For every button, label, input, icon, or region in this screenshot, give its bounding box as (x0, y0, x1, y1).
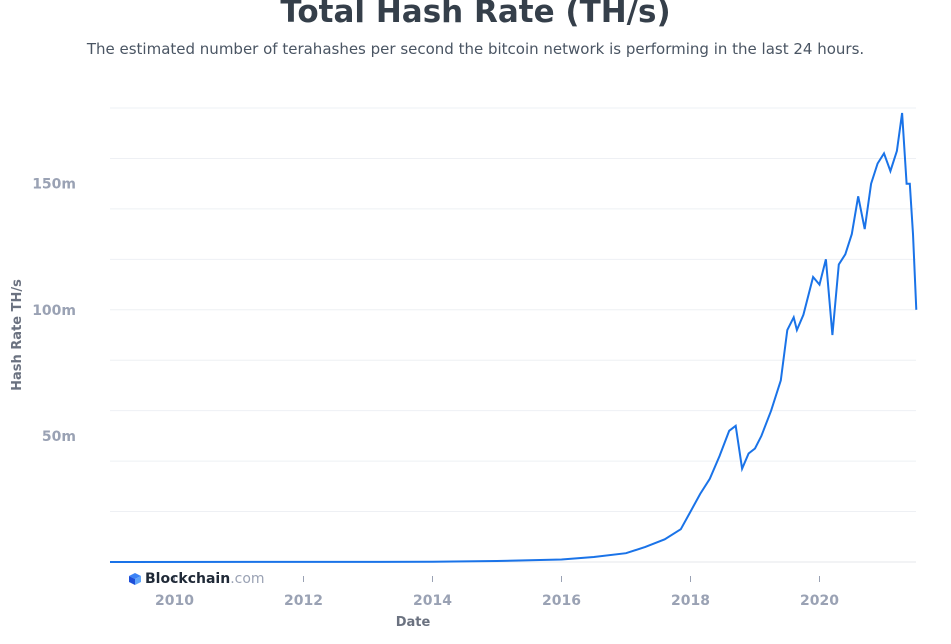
x-axis-label: Date (396, 615, 431, 630)
blockchain-logo: Blockchain .com (128, 571, 265, 587)
brand-tld: .com (230, 571, 265, 587)
x-tick-label: 2020 (800, 593, 839, 609)
chart-title: Total Hash Rate (TH/s) (280, 0, 671, 30)
x-tick-label: 2012 (284, 593, 323, 609)
x-tick-label: 2010 (155, 593, 194, 609)
x-tick-label: 2018 (671, 593, 710, 609)
x-tick-label: 2016 (542, 593, 581, 609)
chart-subtitle: The estimated number of terahashes per s… (86, 40, 865, 58)
x-tick-label: 2014 (413, 593, 452, 609)
y-tick-label: 150m (32, 177, 76, 193)
y-tick-label: 100m (32, 303, 76, 319)
y-axis-ticks: 50m 100m 150m (32, 177, 76, 445)
blockchain-cube-icon (129, 573, 141, 585)
x-axis-ticks: 2010 2012 2014 2016 2018 2020 (155, 576, 839, 609)
y-axis-label: Hash Rate TH/s (10, 279, 25, 391)
brand-name: Blockchain (145, 571, 231, 587)
y-tick-label: 50m (42, 429, 76, 445)
series-line (109, 112, 918, 563)
grid-lines (110, 107, 916, 563)
